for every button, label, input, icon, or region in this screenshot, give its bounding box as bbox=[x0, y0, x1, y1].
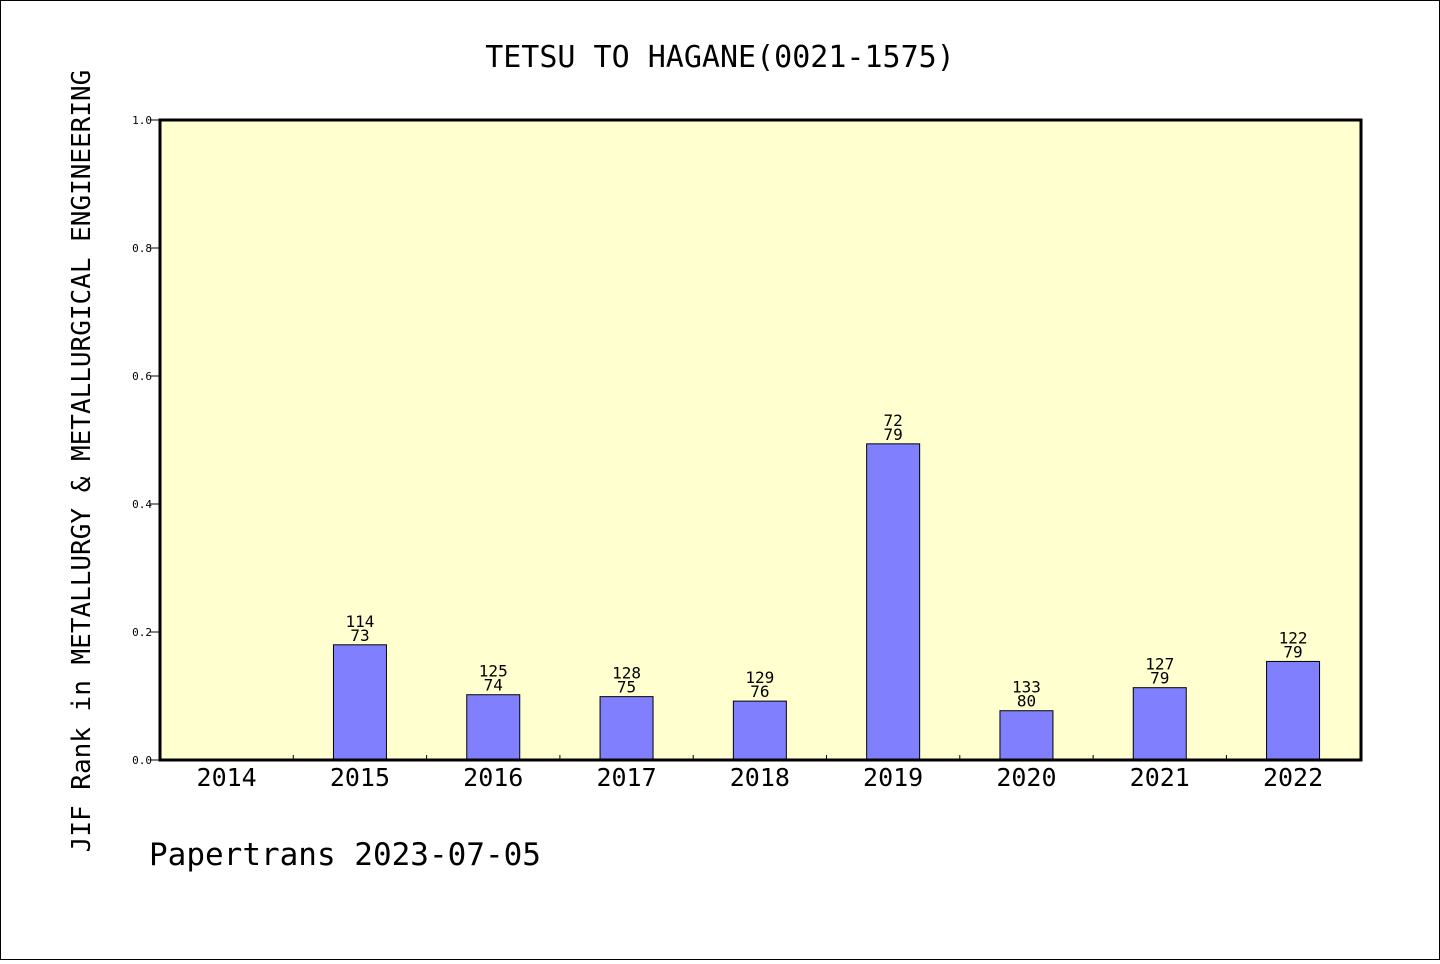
y-axis-label: JIF Rank in METALLURGY & METALLURGICAL E… bbox=[67, 70, 97, 853]
bar bbox=[466, 694, 521, 761]
bar bbox=[1266, 660, 1321, 761]
footer-credit: Papertrans 2023-07-05 bbox=[149, 837, 541, 873]
bar-label-bottom: 79 bbox=[884, 425, 903, 444]
x-axis: 2014 2015 2016 2017 2018 2019 2020 2021 2022 bbox=[197, 755, 1323, 792]
bar-label-bottom: 73 bbox=[350, 626, 369, 645]
x-tick-label: 2015 bbox=[330, 763, 390, 792]
bar-label-top: 129 bbox=[745, 668, 774, 687]
plot-border bbox=[158, 118, 1363, 762]
y-tick-label: 0.8 bbox=[132, 242, 152, 255]
bar-label-bottom: 79 bbox=[1283, 642, 1302, 661]
bar-label-top: 72 bbox=[884, 411, 903, 430]
x-tick-label: 2018 bbox=[730, 763, 790, 792]
bar-label-bottom: 80 bbox=[1017, 692, 1036, 711]
bar-label-bottom: 75 bbox=[617, 678, 636, 697]
bar bbox=[332, 644, 387, 761]
bar bbox=[999, 710, 1054, 761]
y-tick-label: 0.0 bbox=[132, 754, 152, 767]
y-tick-label: 0.6 bbox=[132, 370, 152, 383]
y-tick-label: 0.4 bbox=[132, 498, 152, 511]
x-tick-label: 2021 bbox=[1130, 763, 1190, 792]
y-tick-label: 0.2 bbox=[132, 626, 152, 639]
y-axis: 0.0 0.2 0.4 0.6 0.8 1.0 bbox=[132, 114, 160, 767]
y-tick-label: 1.0 bbox=[132, 114, 152, 127]
x-tick-label: 2014 bbox=[197, 763, 257, 792]
x-tick-label: 2019 bbox=[863, 763, 923, 792]
x-tick-label: 2020 bbox=[996, 763, 1056, 792]
bar-label-top: 122 bbox=[1279, 628, 1308, 647]
bar-label-top: 133 bbox=[1012, 678, 1041, 697]
bar-label-bottom: 79 bbox=[1150, 669, 1169, 688]
bar-label-bottom: 74 bbox=[484, 676, 503, 695]
bar-label-top: 127 bbox=[1145, 655, 1174, 674]
x-tick-label: 2017 bbox=[596, 763, 656, 792]
x-tick-label: 2022 bbox=[1263, 763, 1323, 792]
bar-label-top: 114 bbox=[345, 612, 374, 631]
bar-label-bottom: 76 bbox=[750, 682, 769, 701]
bar bbox=[866, 443, 921, 761]
bar bbox=[732, 700, 787, 761]
bar bbox=[1132, 687, 1187, 761]
chart-title: TETSU TO HAGANE(0021-1575) bbox=[485, 40, 955, 75]
bar-label-top: 128 bbox=[612, 664, 641, 683]
x-tick-label: 2016 bbox=[463, 763, 523, 792]
bar bbox=[599, 696, 654, 761]
bar-label-top: 125 bbox=[479, 662, 508, 681]
